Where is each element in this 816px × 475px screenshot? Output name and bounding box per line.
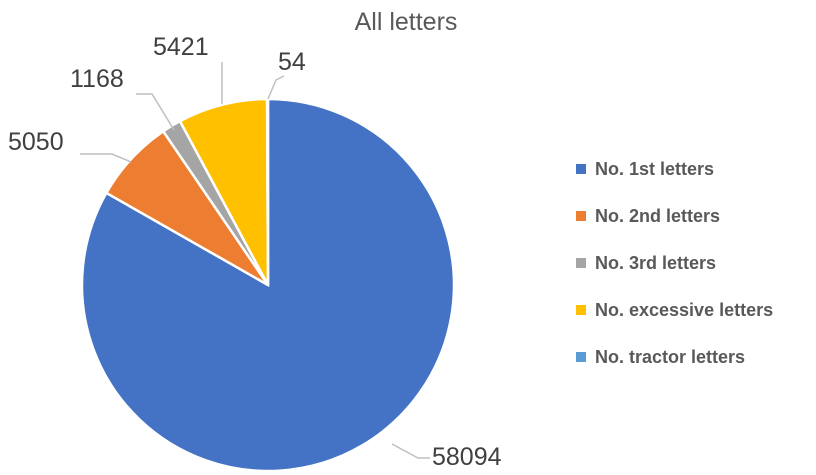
legend-label-no-3rd-letters: No. 3rd letters [595, 253, 716, 273]
leader-line-no-tractor-letters [267, 75, 285, 100]
legend-swatch-no-tractor-letters [576, 352, 586, 362]
chart-title: All letters [355, 8, 458, 36]
legend-label-no-2nd-letters: No. 2nd letters [595, 206, 720, 226]
leader-line-no-3rd-letters [136, 93, 175, 131]
data-label-no-excessive-letters: 5421 [153, 33, 209, 61]
leader-line-no-2nd-letters [80, 153, 132, 163]
data-label-no-3rd-letters: 1168 [70, 65, 124, 93]
data-label-no-2nd-letters: 5050 [8, 128, 64, 156]
data-label-no-1st-letters: 58094 [432, 443, 502, 471]
legend-label-no-excessive-letters: No. excessive letters [595, 300, 773, 320]
leader-lines [80, 62, 430, 459]
legend-swatch-no-2nd-letters [576, 211, 586, 221]
legend-label-no-tractor-letters: No. tractor letters [595, 347, 745, 367]
data-labels: 58094 5050 1168 5421 54 [8, 33, 502, 471]
legend-swatch-no-excessive-letters [576, 305, 586, 315]
pie-slices [80, 97, 456, 473]
legend: No. 1st letters No. 2nd letters No. 3rd le… [576, 159, 773, 367]
pie-slice-no-tractor-letters [265, 97, 270, 286]
data-label-no-tractor-letters: 54 [278, 48, 306, 76]
legend-swatch-no-1st-letters [576, 164, 586, 174]
legend-label-no-1st-letters: No. 1st letters [595, 159, 714, 179]
legend-swatch-no-3rd-letters [576, 258, 586, 268]
leader-line-no-1st-letters [391, 443, 430, 459]
